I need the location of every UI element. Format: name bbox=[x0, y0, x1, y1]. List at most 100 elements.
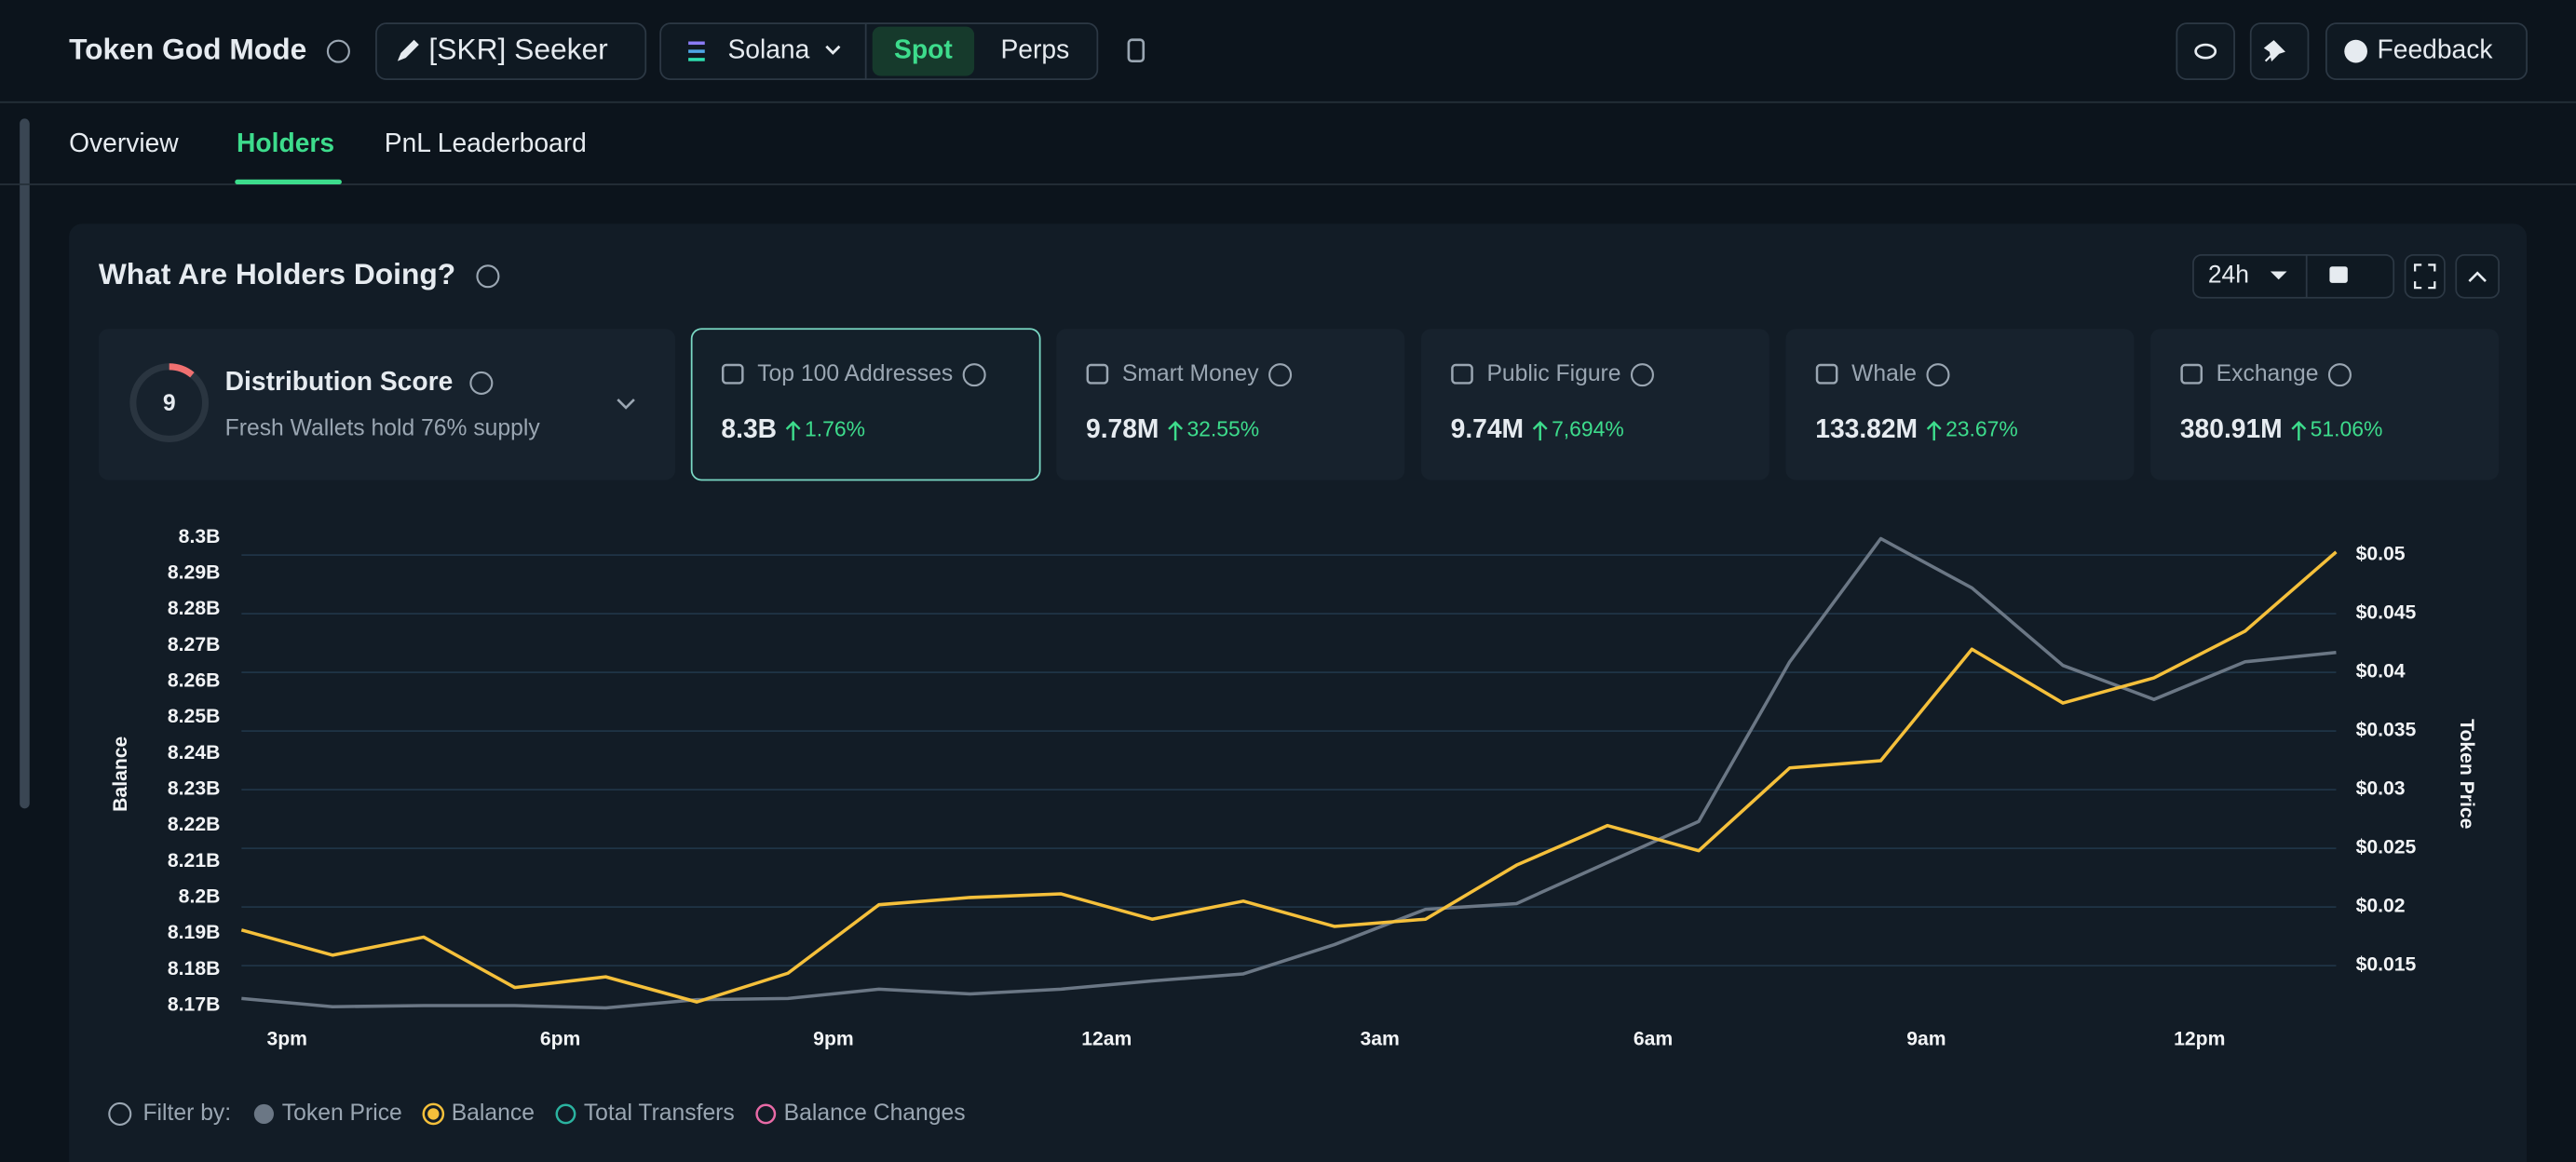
tab[interactable]: PnL Leaderboard bbox=[385, 128, 587, 157]
distribution-card[interactable] bbox=[98, 329, 676, 480]
filter-dot[interactable] bbox=[253, 1103, 274, 1125]
cards: Top 100 Addresses 8.3B 1.76% Smart Money 9.7… bbox=[690, 328, 2500, 481]
filter-label: Filter by: bbox=[142, 1101, 231, 1126]
filter-dot[interactable] bbox=[555, 1103, 576, 1125]
metric-card[interactable] bbox=[1056, 329, 1405, 480]
token-button[interactable] bbox=[375, 22, 647, 80]
card-icon bbox=[721, 363, 744, 385]
x-tick-label: 9pm bbox=[813, 1029, 854, 1050]
card-value: 9.78M bbox=[1086, 413, 1159, 443]
info-icon[interactable] bbox=[108, 1101, 132, 1126]
filter-dot[interactable] bbox=[755, 1103, 777, 1125]
filter-item[interactable]: Balance Changes bbox=[784, 1101, 966, 1126]
card-label: Whale bbox=[1851, 361, 1917, 386]
card-change: 23.67% bbox=[1946, 417, 2018, 441]
calendar-button[interactable] bbox=[2329, 266, 2348, 283]
info-icon[interactable] bbox=[476, 264, 500, 289]
y-tick-label: 8.19B bbox=[168, 922, 220, 943]
copy-icon[interactable] bbox=[1127, 38, 1146, 63]
card-change: 1.76% bbox=[805, 417, 865, 441]
card-label: Smart Money bbox=[1122, 361, 1259, 386]
x-tick-label: 6am bbox=[1634, 1029, 1673, 1050]
card-icon bbox=[1815, 363, 1838, 385]
y-tick-label: 8.17B bbox=[168, 994, 220, 1016]
info-icon[interactable] bbox=[1926, 363, 1950, 387]
info-icon[interactable] bbox=[1268, 363, 1293, 387]
x-tick-label: 9am bbox=[1906, 1029, 1946, 1050]
y-tick-label: 8.27B bbox=[168, 634, 220, 655]
series-line bbox=[240, 550, 2338, 1004]
card-icon bbox=[2180, 363, 2203, 385]
metric-card[interactable] bbox=[1785, 329, 2135, 480]
series-line bbox=[241, 536, 2337, 1010]
info-icon[interactable] bbox=[2327, 363, 2352, 387]
y2-tick-label: $0.03 bbox=[2356, 778, 2406, 800]
expand-chevron[interactable] bbox=[617, 399, 635, 410]
eye-icon bbox=[2194, 43, 2217, 60]
chart: Balance Token Price $0.015 $0.02 $0.025 $0.… bbox=[110, 526, 2477, 1050]
feedback-label: Feedback bbox=[2378, 34, 2494, 64]
info-icon[interactable] bbox=[326, 39, 350, 63]
card-label: Public Figure bbox=[1486, 361, 1620, 386]
filter-dot[interactable] bbox=[427, 1108, 440, 1120]
up-arrow bbox=[1532, 421, 1548, 441]
y2-tick-label: $0.045 bbox=[2356, 602, 2417, 624]
up-arrow bbox=[785, 421, 801, 441]
card-icon bbox=[1086, 363, 1109, 385]
filter-item[interactable]: Total Transfers bbox=[584, 1101, 735, 1126]
scrollbar[interactable] bbox=[20, 118, 30, 809]
panel-title: What Are Holders Doing? bbox=[99, 257, 455, 290]
metric-card[interactable] bbox=[2150, 329, 2500, 480]
period-selector[interactable]: 24h bbox=[2208, 261, 2249, 289]
filter-item[interactable]: Balance bbox=[452, 1101, 535, 1126]
score-arc bbox=[169, 363, 195, 378]
tab-underline bbox=[235, 179, 342, 184]
y-tick-label: 8.21B bbox=[168, 850, 220, 872]
info-icon[interactable] bbox=[1630, 363, 1654, 387]
filter-item[interactable]: Token Price bbox=[282, 1101, 402, 1126]
watch-button[interactable] bbox=[2176, 22, 2235, 80]
chevron bbox=[825, 45, 841, 55]
y-tick-label: 8.26B bbox=[168, 670, 220, 692]
x-tick-label: 3pm bbox=[266, 1029, 307, 1050]
info-icon[interactable] bbox=[469, 371, 494, 395]
mode-tab[interactable]: Spot bbox=[894, 34, 953, 64]
metric-card[interactable] bbox=[690, 328, 1041, 481]
feedback-button[interactable] bbox=[2325, 22, 2528, 80]
info-icon[interactable] bbox=[962, 363, 986, 387]
filter-bar: Filter by: Token Price Balance Total Trans… bbox=[108, 1101, 966, 1126]
chain-selector[interactable]: Solana bbox=[727, 34, 809, 64]
y-tick-label: 8.23B bbox=[168, 778, 220, 800]
x-tick-label: 3am bbox=[1360, 1029, 1399, 1050]
y-tick-label: 8.18B bbox=[168, 958, 220, 980]
tab-active[interactable]: Holders bbox=[237, 128, 334, 157]
up-arrow bbox=[2291, 421, 2307, 441]
mode-tab[interactable]: Perps bbox=[1000, 34, 1069, 64]
distribution-title: Distribution Score bbox=[225, 366, 454, 396]
fullscreen-button[interactable] bbox=[2404, 253, 2446, 299]
card-label: Exchange bbox=[2217, 361, 2319, 386]
tab[interactable]: Overview bbox=[69, 128, 179, 157]
solana-icon bbox=[688, 41, 705, 61]
feedback-icon bbox=[2344, 39, 2367, 63]
card-value: 380.91M bbox=[2180, 413, 2283, 443]
y-tick-label: 8.2B bbox=[179, 886, 221, 908]
y-tick-label: 8.29B bbox=[168, 562, 220, 584]
y-tick-label: 8.28B bbox=[168, 598, 220, 619]
card-change: 51.06% bbox=[2311, 417, 2383, 441]
metric-card[interactable] bbox=[1420, 329, 1769, 480]
token-name: [SKR] Seeker bbox=[428, 32, 608, 65]
y2-tick-label: $0.05 bbox=[2356, 544, 2406, 565]
y-tick-label: 8.3B bbox=[179, 526, 221, 547]
collapse-button[interactable] bbox=[2455, 253, 2500, 299]
dropdown-arrow bbox=[2270, 271, 2287, 280]
fullscreen-icon bbox=[2413, 263, 2436, 290]
filter-ring bbox=[422, 1102, 445, 1126]
period-group bbox=[2192, 253, 2395, 299]
y2-tick-label: $0.035 bbox=[2356, 720, 2417, 741]
score: 9 bbox=[163, 391, 176, 416]
y-tick-label: 8.25B bbox=[168, 706, 220, 727]
card-label: Top 100 Addresses bbox=[757, 361, 953, 386]
y2-axis-label: Token Price bbox=[2456, 719, 2477, 830]
